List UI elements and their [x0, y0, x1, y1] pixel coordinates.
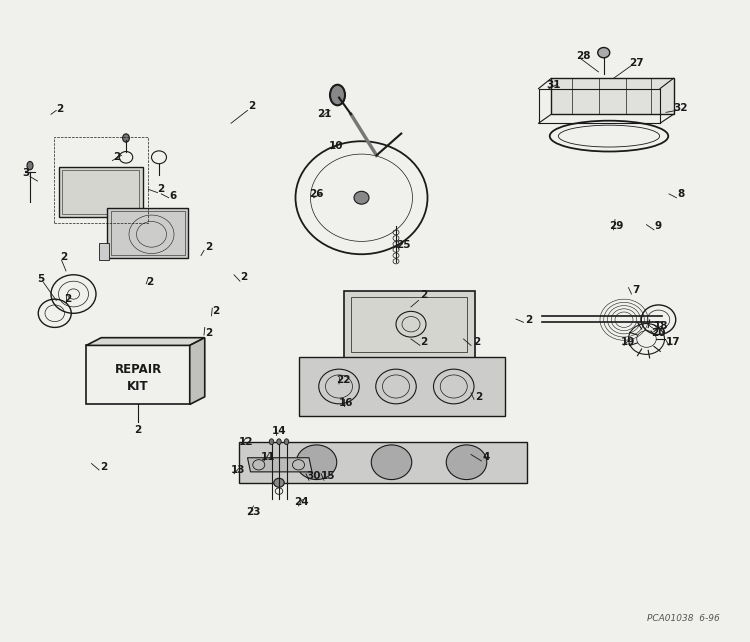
Text: 2: 2	[205, 242, 212, 252]
Text: 2: 2	[112, 152, 120, 162]
Circle shape	[598, 48, 610, 58]
Text: 26: 26	[309, 189, 324, 199]
Bar	[344, 291, 475, 358]
Circle shape	[446, 445, 487, 480]
Text: 14: 14	[272, 426, 286, 437]
Text: 10: 10	[328, 141, 344, 152]
Text: 31: 31	[546, 80, 561, 90]
Text: 2: 2	[100, 462, 107, 473]
Text: 32: 32	[674, 103, 688, 113]
Text: 16: 16	[339, 398, 354, 408]
Bar	[54, 137, 148, 223]
Text: 2: 2	[56, 104, 64, 114]
Text: PCA01038  6-96: PCA01038 6-96	[647, 614, 720, 623]
Circle shape	[354, 191, 369, 204]
Bar	[298, 357, 505, 416]
Text: 2: 2	[158, 184, 165, 195]
Text: 2: 2	[64, 293, 71, 304]
Text: 20: 20	[651, 327, 666, 338]
Bar	[111, 211, 184, 255]
Bar	[107, 208, 188, 258]
Circle shape	[274, 478, 284, 487]
Text: REPAIR: REPAIR	[114, 363, 162, 376]
Ellipse shape	[330, 85, 345, 105]
Text: 5: 5	[38, 274, 45, 284]
Text: 23: 23	[246, 507, 261, 517]
Text: 3: 3	[22, 168, 30, 178]
Text: 2: 2	[475, 392, 482, 402]
Ellipse shape	[277, 439, 281, 444]
Text: 29: 29	[609, 221, 624, 231]
Ellipse shape	[284, 439, 289, 444]
Text: 2: 2	[248, 101, 255, 111]
Text: 2: 2	[472, 336, 480, 347]
Text: 19: 19	[621, 336, 636, 347]
Text: 25: 25	[396, 240, 411, 250]
Ellipse shape	[123, 134, 129, 143]
Text: 15: 15	[321, 471, 336, 482]
Text: 2: 2	[60, 252, 68, 262]
Text: 21: 21	[316, 109, 332, 119]
Text: 2: 2	[525, 315, 532, 325]
Text: 6: 6	[169, 191, 176, 201]
Bar	[351, 297, 467, 352]
Text: 27: 27	[628, 58, 644, 68]
Text: 11: 11	[261, 452, 276, 462]
Text: 2: 2	[240, 272, 248, 282]
Text: 2: 2	[146, 277, 154, 288]
Polygon shape	[238, 442, 526, 483]
Text: 4: 4	[482, 452, 490, 462]
Bar	[62, 170, 139, 214]
Text: 13: 13	[231, 465, 246, 475]
Text: 18: 18	[654, 321, 669, 331]
Ellipse shape	[27, 162, 33, 170]
Ellipse shape	[269, 439, 274, 444]
Bar	[58, 167, 142, 217]
Circle shape	[296, 445, 337, 480]
Text: 2: 2	[134, 425, 142, 435]
Text: 28: 28	[576, 51, 591, 62]
Polygon shape	[248, 458, 312, 472]
Bar	[86, 345, 190, 404]
Text: 2: 2	[212, 306, 220, 317]
Text: 24: 24	[294, 497, 309, 507]
Text: 7: 7	[632, 285, 640, 295]
Polygon shape	[99, 243, 109, 260]
Circle shape	[371, 445, 412, 480]
Polygon shape	[190, 338, 205, 404]
Text: 22: 22	[336, 375, 351, 385]
Text: 8: 8	[677, 189, 685, 199]
Text: 2: 2	[420, 290, 428, 300]
Text: 30: 30	[306, 471, 321, 482]
Text: 17: 17	[666, 336, 681, 347]
Text: 2: 2	[420, 336, 428, 347]
Polygon shape	[551, 78, 674, 114]
Text: 9: 9	[655, 221, 662, 231]
Text: 2: 2	[205, 327, 212, 338]
Text: KIT: KIT	[128, 380, 148, 394]
Polygon shape	[86, 338, 205, 345]
Text: 12: 12	[238, 437, 254, 447]
